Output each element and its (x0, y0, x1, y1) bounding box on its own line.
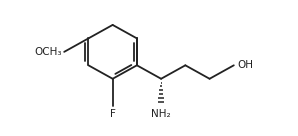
Text: OH: OH (237, 60, 253, 70)
Text: F: F (110, 109, 116, 119)
Text: OCH₃: OCH₃ (34, 47, 61, 57)
Text: NH₂: NH₂ (151, 109, 171, 119)
